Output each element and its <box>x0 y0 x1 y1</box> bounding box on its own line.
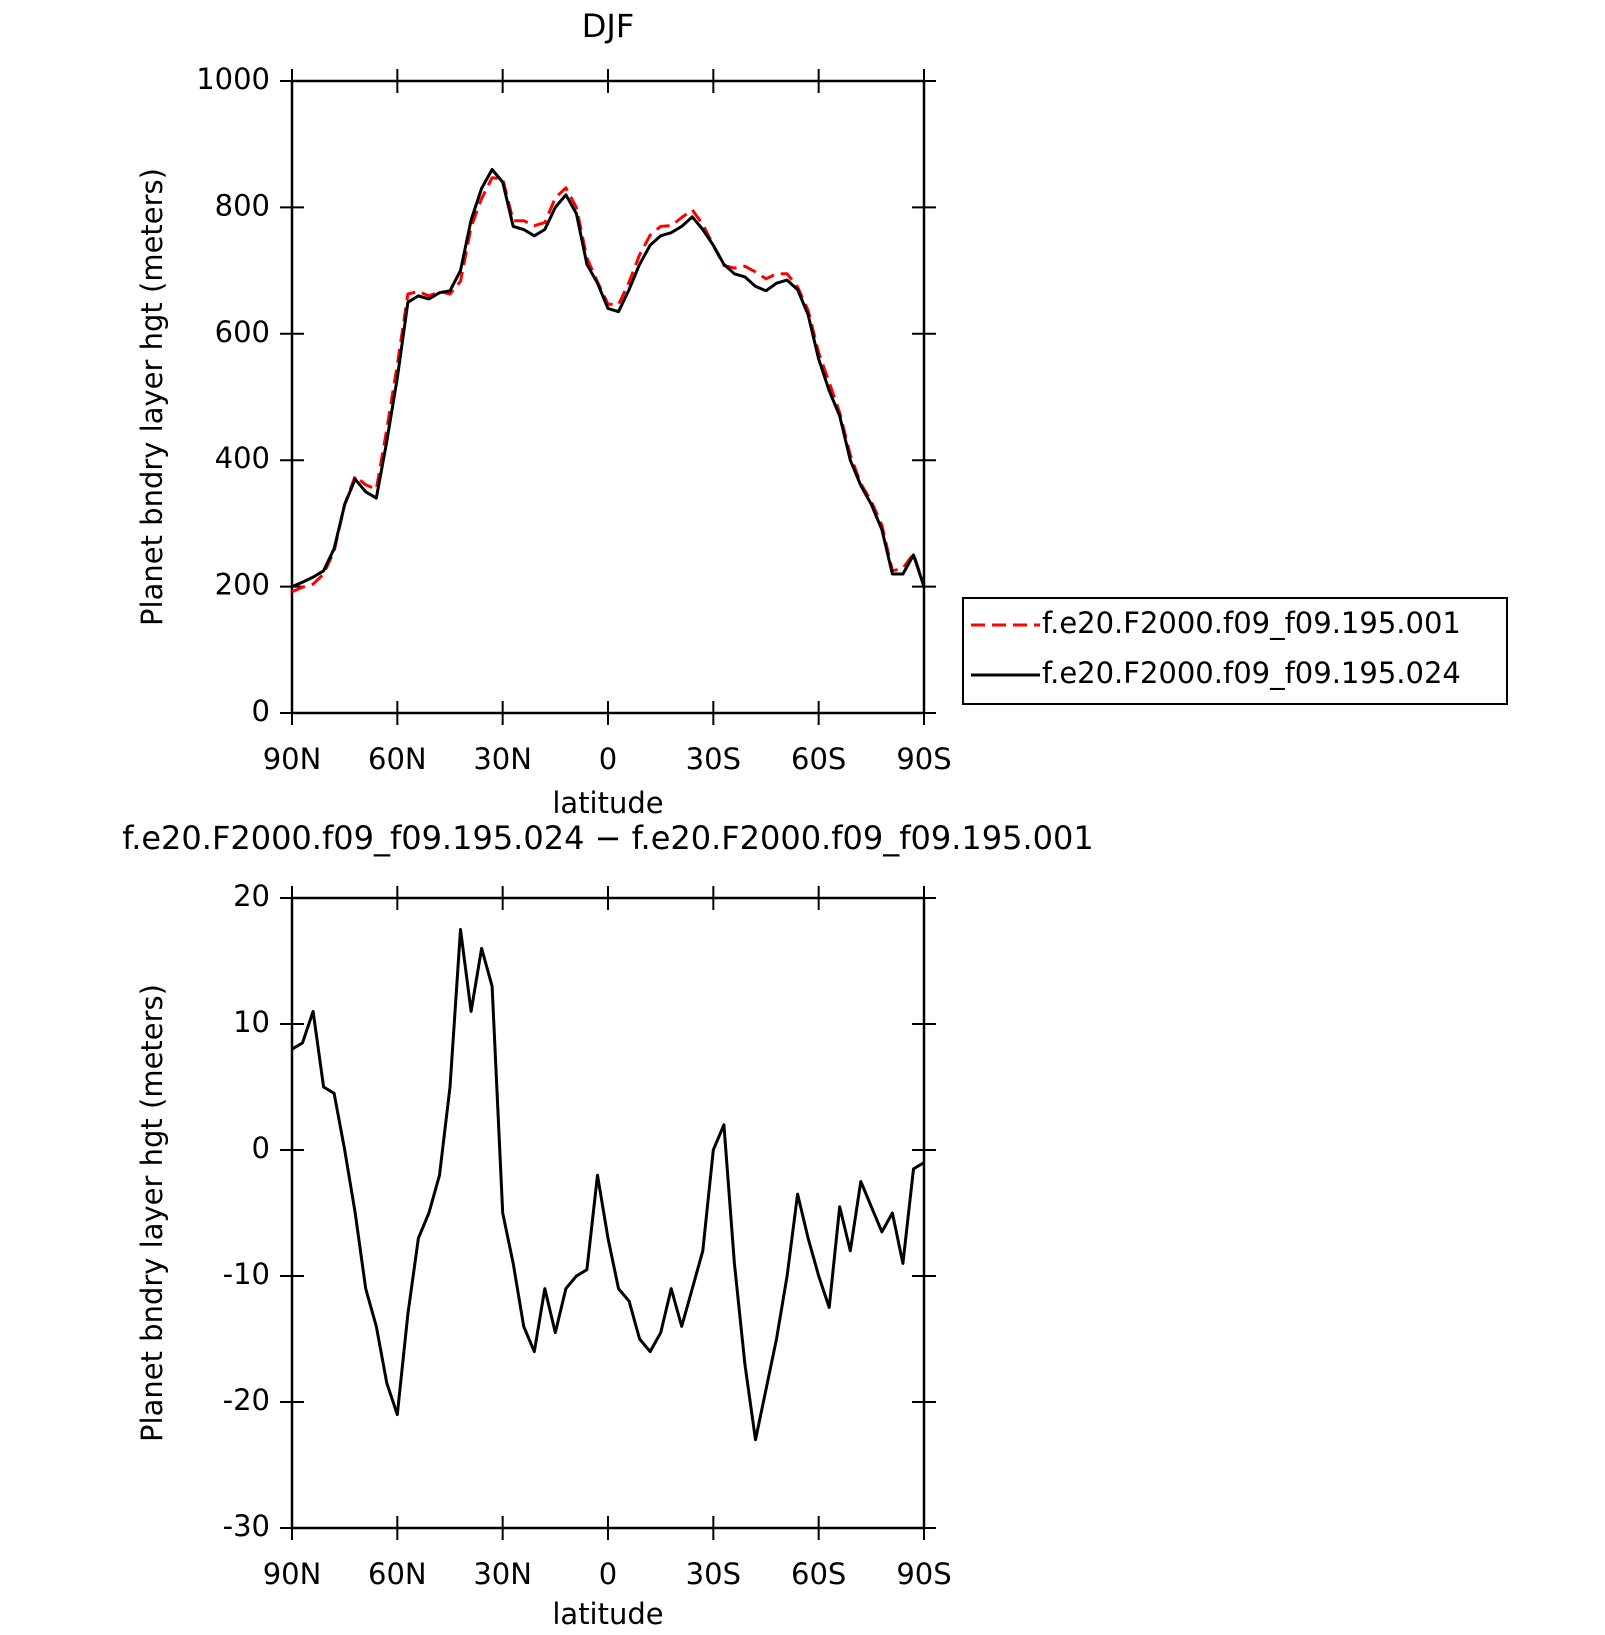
y-tick-label: 800 <box>215 188 270 222</box>
x-tick-label: 30N <box>473 1557 532 1591</box>
y-tick-label: 400 <box>215 441 270 475</box>
y-tick-label: -10 <box>223 1257 270 1291</box>
x-tick-label: 90N <box>263 1557 322 1591</box>
y-axis-label: Planet bndry layer hgt (meters) <box>135 984 169 1442</box>
y-tick-label: -20 <box>223 1383 270 1417</box>
x-tick-label: 60N <box>368 1557 427 1591</box>
y-tick-label: -30 <box>223 1509 270 1543</box>
x-tick-label: 0 <box>599 742 617 776</box>
x-axis-label: latitude <box>552 786 663 820</box>
x-tick-label: 90S <box>896 742 951 776</box>
x-axis-label: latitude <box>552 1597 663 1631</box>
x-tick-label: 60N <box>368 742 427 776</box>
y-tick-label: 200 <box>215 568 270 602</box>
x-tick-label: 60S <box>791 1557 846 1591</box>
plot-frame <box>290 79 926 715</box>
data-line <box>291 176 926 594</box>
y-tick-label: 600 <box>215 315 270 349</box>
legend-label: f.e20.F2000.f09_f09.195.024 <box>1042 656 1461 690</box>
x-tick-label: 60S <box>791 742 846 776</box>
legend-label: f.e20.F2000.f09_f09.195.001 <box>1042 606 1461 640</box>
x-tick-label: 0 <box>599 1557 617 1591</box>
y-tick-label: 1000 <box>196 62 270 96</box>
data-line <box>291 928 925 1442</box>
x-tick-label: 30N <box>473 742 532 776</box>
y-tick-label: 20 <box>233 879 270 913</box>
x-tick-label: 30S <box>686 1557 741 1591</box>
data-line <box>291 168 926 588</box>
y-axis-label: Planet bndry layer hgt (meters) <box>135 168 169 626</box>
chart-title: DJF <box>582 7 634 45</box>
x-tick-label: 90N <box>263 742 322 776</box>
y-tick-label: 0 <box>252 694 270 728</box>
x-tick-label: 30S <box>686 742 741 776</box>
x-tick-label: 90S <box>896 1557 951 1591</box>
y-tick-label: 0 <box>252 1131 270 1165</box>
y-tick-label: 10 <box>233 1005 270 1039</box>
chart-title: f.e20.F2000.f09_f09.195.024 − f.e20.F200… <box>122 819 1094 857</box>
legend-box <box>962 597 1508 705</box>
plot-frame <box>290 896 926 1530</box>
